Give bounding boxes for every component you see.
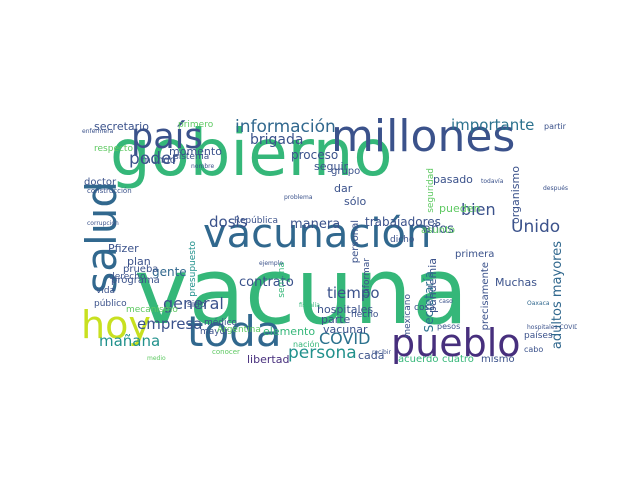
word-11: brigada [250, 132, 304, 148]
word-98: nombre [191, 163, 215, 170]
word-66: personal [350, 220, 361, 264]
word-55: primera [455, 249, 495, 260]
word-47: elemento [263, 325, 316, 338]
word-73: derecho [109, 272, 146, 282]
word-74: mecanismo [126, 305, 178, 315]
word-93: enfermera [82, 128, 114, 135]
word-67: informar [362, 258, 372, 297]
word-34: vacunar [323, 323, 368, 336]
word-79: cosa [414, 303, 435, 313]
word-12: poder [129, 149, 179, 169]
word-23: bien [461, 200, 496, 219]
word-64: sistema [174, 152, 210, 162]
word-20: dosis [209, 213, 248, 231]
word-99: recibir [372, 349, 391, 356]
word-27: momento [169, 145, 222, 158]
word-3: vacunación [203, 211, 432, 257]
word-44: prueba [123, 264, 159, 275]
word-56: pueden [439, 202, 481, 215]
word-68: precisamente [480, 262, 491, 331]
word-2: millones [331, 111, 516, 162]
word-62: respecto [94, 144, 133, 154]
word-32: hospitales [317, 303, 374, 316]
word-80: asunto [421, 225, 456, 236]
word-28: proceso [291, 148, 339, 162]
word-46: Pfizer [108, 242, 139, 255]
word-82: ejemplo [259, 260, 284, 267]
word-37: acuerdo [398, 354, 439, 365]
word-36: mismo [481, 354, 515, 365]
word-51: dar [334, 182, 353, 195]
word-42: gente [152, 265, 187, 279]
word-78: mexicano [403, 294, 413, 338]
word-4: país [131, 117, 203, 157]
word-63: primero [178, 120, 214, 130]
word-38: cuatro [442, 354, 474, 365]
word-94: partir [544, 122, 566, 131]
word-16: COVID [319, 329, 371, 348]
word-48: libertad [247, 353, 290, 366]
word-41: Muchas [495, 276, 537, 289]
word-96: caso [439, 298, 453, 305]
word-18: tiempo [327, 284, 380, 302]
word-6: hoy [81, 303, 151, 347]
word-7: toda [187, 307, 282, 356]
word-59: mayor [200, 327, 229, 337]
word-69: países [524, 331, 553, 341]
word-45: programa [111, 275, 160, 286]
word-76: sido [187, 300, 206, 310]
word-89: hospitales COVID [527, 324, 577, 331]
word-77: hecho [351, 310, 379, 320]
word-54: Secretaría [422, 271, 436, 333]
word-24: trabajadores [365, 215, 441, 229]
word-33: parte [321, 313, 351, 326]
word-86: conocer [212, 348, 240, 356]
word-1: gobierno [110, 117, 393, 191]
word-52: sólo [344, 195, 367, 208]
word-57: doctor [84, 177, 117, 188]
word-19: manera [290, 217, 341, 232]
word-53: grupo [331, 166, 361, 177]
word-21: contrato [239, 275, 294, 290]
word-83: después [543, 185, 569, 192]
word-91: construcción [87, 187, 132, 195]
word-70: cabo [524, 345, 544, 354]
word-13: general [163, 294, 224, 313]
word-61: Argentina [217, 325, 261, 335]
word-43: plan [127, 255, 151, 268]
word-95: todavía [481, 178, 504, 185]
word-90: Oaxaca [527, 300, 550, 307]
word-50: seguir [314, 160, 349, 173]
word-35: cada [358, 349, 385, 362]
word-88: problema [284, 194, 313, 201]
word-84: nación [293, 340, 320, 349]
word-85: fiscalía [299, 302, 320, 309]
word-72: público [94, 299, 127, 309]
word-40: años [423, 222, 454, 237]
word-31: organismo [509, 166, 522, 224]
word-29: mundo [141, 155, 176, 166]
word-14: empresa [137, 315, 203, 333]
word-97: pesos [437, 322, 461, 331]
word-26: secretario [94, 120, 149, 133]
word-10: importante [451, 116, 535, 134]
word-15: mañana [99, 332, 161, 350]
word-9: información [235, 117, 336, 137]
word-22: Unido [511, 217, 561, 237]
word-65: dicho [390, 235, 415, 245]
word-17: persona [288, 343, 357, 363]
word-60: médico [204, 318, 237, 328]
word-92: corrupción [87, 220, 119, 227]
word-0: vacuna [134, 238, 469, 345]
word-58: presupuesto [188, 241, 198, 297]
word-81: seguridad [426, 168, 436, 213]
word-75: semana [277, 262, 287, 298]
word-8: pueblo [391, 321, 521, 365]
word-cloud: vacuna gobierno millones vacunación país salu… [79, 106, 577, 369]
word-87: medio [147, 355, 166, 362]
word-71: vida [96, 286, 116, 296]
word-49: República [234, 216, 278, 226]
word-30: pasado [433, 173, 473, 186]
